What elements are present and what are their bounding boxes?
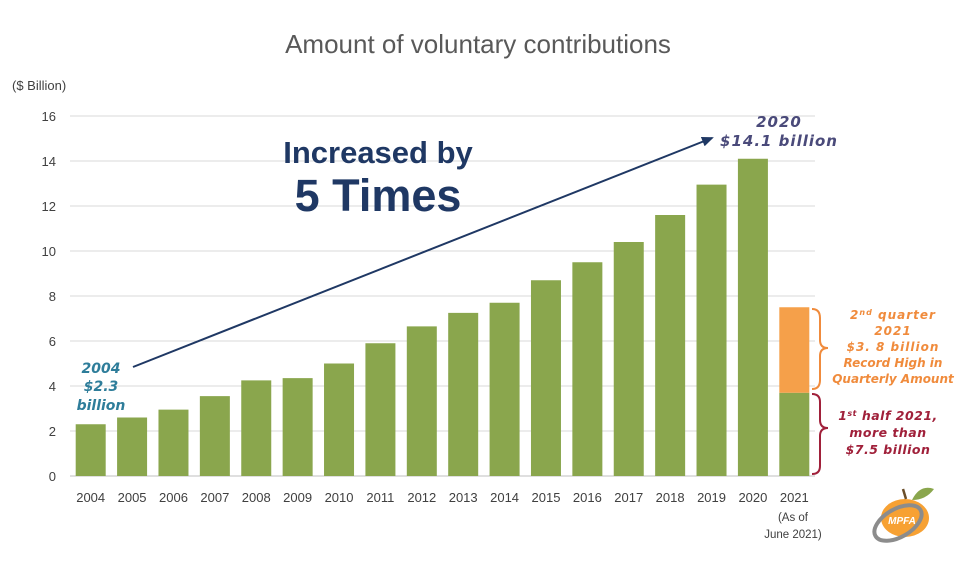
bar-2012 (406, 326, 437, 476)
end-annotation-year: 2020 (756, 113, 802, 131)
y-tick-label: 16 (42, 109, 56, 124)
x-tick-label: 2007 (200, 490, 229, 505)
q2-annotation-number: 2 (850, 308, 859, 322)
half-annotation-rest: half 2021, (857, 408, 938, 423)
x-tick-label: 2005 (118, 490, 147, 505)
half-annotation-line2: more than (849, 425, 926, 440)
chart-title: Amount of voluntary contributions (285, 29, 671, 59)
half-annotation-number: 1 (838, 408, 847, 423)
bar-2004 (75, 424, 106, 476)
y-tick-label: 0 (49, 469, 56, 484)
start-annotation-value: $2.3 (84, 379, 119, 395)
bar-2009 (282, 378, 313, 476)
bar-2017 (613, 242, 644, 476)
q2-annotation-line5: Quarterly Amount (832, 372, 955, 386)
x-note-line1: (As of (778, 512, 809, 524)
x-tick-label: 2015 (532, 490, 561, 505)
logo-text: MPFA (888, 516, 916, 527)
bars (75, 158, 810, 476)
half-annotation-line1: 1st half 2021, (838, 408, 938, 423)
bar-2013 (448, 312, 479, 476)
bar-2021-second-quarter (779, 307, 810, 393)
y-tick-label: 12 (42, 199, 56, 214)
x-tick-label: 2014 (490, 490, 519, 505)
x-tick-label: 2017 (614, 490, 643, 505)
y-axis-unit-label: ($ Billion) (12, 78, 66, 93)
bar-2016 (572, 262, 603, 476)
x-tick-label: 2006 (159, 490, 188, 505)
y-axis-ticks: 0 2 4 6 8 10 12 14 16 (42, 109, 56, 484)
q2-annotation-line4: Record High in (844, 356, 943, 370)
orange-fruit-logo: MPFA (872, 487, 934, 543)
y-tick-label: 8 (49, 289, 56, 304)
x-tick-label: 2012 (407, 490, 436, 505)
x-tick-label: 2008 (242, 490, 271, 505)
x-tick-label: 2019 (697, 490, 726, 505)
bar-2021-first-quarter (779, 392, 810, 476)
q2-annotation-suffix: nd (859, 308, 872, 317)
x-tick-label: 2013 (449, 490, 478, 505)
x-tick-label: 2021 (780, 490, 809, 505)
q2-brace (811, 308, 829, 390)
y-tick-label: 14 (42, 154, 56, 169)
q2-annotation-line1: 2nd quarter (850, 308, 936, 323)
x-tick-label: 2010 (325, 490, 354, 505)
start-annotation-unit: billion (77, 398, 126, 414)
x-tick-label: 2018 (656, 490, 685, 505)
half-brace (811, 393, 829, 475)
x-axis-ticks: 2004 2005 2006 2007 2008 2009 2010 2011 2012 2013… (76, 490, 809, 505)
x-tick-label: 2011 (366, 490, 394, 505)
y-tick-label: 6 (49, 334, 56, 349)
x-tick-label: 2009 (283, 490, 312, 505)
q2-annotation-line2: 2021 (874, 324, 911, 338)
q2-annotation-word: quarter (873, 308, 936, 322)
gridlines (70, 115, 815, 477)
y-tick-label: 10 (42, 244, 56, 259)
growth-arrow (132, 137, 714, 368)
bar-2014 (489, 302, 520, 476)
bar-2008 (241, 380, 272, 476)
half-annotation-suffix: st (847, 409, 857, 418)
bar-2010 (324, 363, 355, 476)
half-annotation-line3: $7.5 billion (846, 442, 931, 457)
q2-annotation-line3: $3. 8 billion (847, 340, 940, 354)
bar-2020 (737, 158, 768, 476)
bar-2015 (530, 280, 561, 476)
bar-2005 (117, 417, 148, 476)
x-note-line2: June 2021) (764, 529, 822, 541)
start-annotation-year: 2004 (82, 361, 121, 377)
increase-annotation-line1: Increased by (283, 135, 473, 170)
increase-annotation-line2: 5 Times (295, 170, 462, 221)
end-annotation-value: $14.1 billion (720, 132, 838, 150)
x-tick-label: 2020 (738, 490, 767, 505)
y-tick-label: 4 (49, 379, 56, 394)
x-tick-label: 2016 (573, 490, 602, 505)
bar-2011 (365, 343, 396, 476)
bar-2019 (696, 184, 727, 476)
bar-2018 (655, 215, 686, 476)
bar-2007 (199, 396, 230, 476)
x-tick-label: 2004 (76, 490, 105, 505)
bar-2006 (158, 409, 189, 476)
y-tick-label: 2 (49, 424, 56, 439)
